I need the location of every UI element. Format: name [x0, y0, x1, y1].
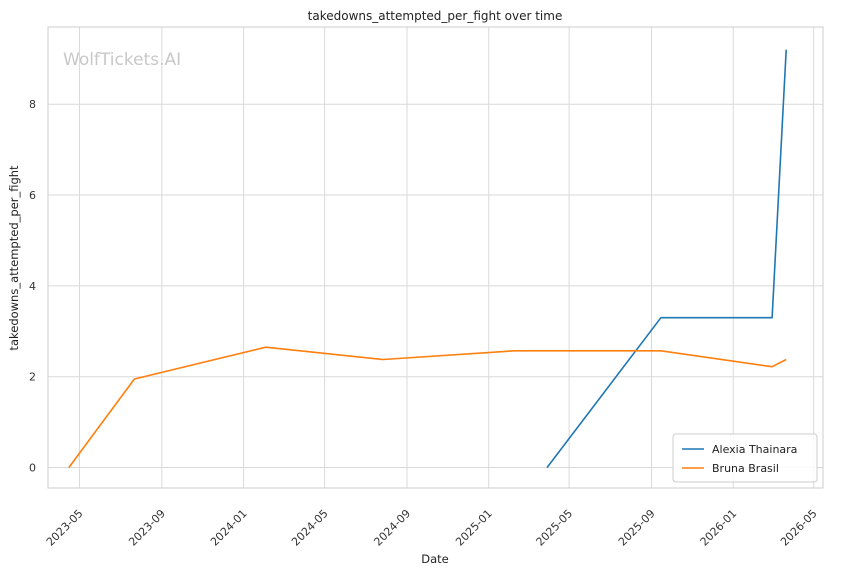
x-tick-label: 2023-09: [126, 507, 168, 549]
y-tick-labels: 0 2 4 6 8: [29, 98, 36, 474]
x-tick-label: 2023-05: [44, 507, 86, 549]
x-tick-label: 2026-05: [778, 507, 820, 549]
series-line-0: [546, 49, 787, 469]
series-line-1: [68, 346, 787, 469]
x-tick-label: 2025-09: [616, 507, 658, 549]
series-layer: [68, 49, 787, 469]
x-tick-labels: 2023-05 2023-09 2024-01 2024-05 2024-09 2025-…: [44, 507, 820, 549]
x-tick-label: 2024-05: [289, 507, 331, 549]
x-tick-label: 2024-01: [208, 507, 250, 549]
x-tick-label: 2026-01: [698, 507, 740, 549]
y-tick-label: 0: [29, 462, 36, 475]
legend: Alexia Thainara Bruna Brasil: [672, 433, 818, 483]
x-axis-label: Date: [421, 552, 449, 566]
chart-title: takedowns_attempted_per_fight over time: [308, 9, 563, 23]
plot-area: [47, 26, 824, 489]
y-tick-label: 8: [29, 98, 36, 111]
y-tick-label: 2: [29, 371, 36, 384]
x-tick-label: 2025-01: [453, 507, 495, 549]
grid-lines: [48, 27, 823, 488]
legend-label: Alexia Thainara: [712, 443, 797, 456]
legend-label: Bruna Brasil: [712, 462, 779, 475]
x-tick-label: 2024-09: [371, 507, 413, 549]
y-axis-label: takedowns_attempted_per_fight: [7, 165, 21, 351]
y-tick-label: 6: [29, 189, 36, 202]
x-tick-label: 2025-05: [534, 507, 576, 549]
y-tick-label: 4: [29, 280, 36, 293]
legend-box: [672, 433, 818, 483]
watermark: WolfTickets.AI: [63, 50, 181, 70]
